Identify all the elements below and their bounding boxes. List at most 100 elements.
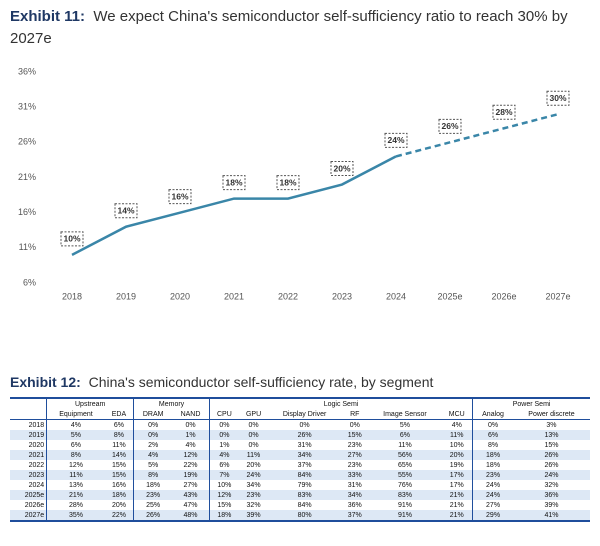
cell: 11% xyxy=(46,470,105,480)
cell: 26% xyxy=(512,450,590,460)
cell: 5% xyxy=(46,430,105,440)
value-label: 18% xyxy=(225,177,242,187)
year-cell: 2018 xyxy=(28,421,45,429)
x-tick-label: 2020 xyxy=(170,291,190,301)
cell: 20% xyxy=(441,450,473,460)
cell: 28% xyxy=(46,500,105,510)
column-header: CPU xyxy=(208,409,239,420)
cell: 39% xyxy=(544,501,559,509)
cell: 0% xyxy=(238,430,269,440)
column-header: Image Sensor xyxy=(368,409,442,420)
exhibit-label: Exhibit 12: xyxy=(10,374,81,390)
cell: 11% xyxy=(238,450,269,460)
cell: 37% xyxy=(297,461,312,469)
cell: 20% xyxy=(246,461,261,469)
x-tick-label: 2025e xyxy=(437,291,462,301)
column-header: Equipment xyxy=(46,409,105,420)
cell: 36% xyxy=(512,490,590,500)
cell: 18% xyxy=(133,480,173,490)
cell: 34% xyxy=(246,481,261,489)
year-cell: 2020 xyxy=(28,441,45,449)
cell: 21% xyxy=(449,501,464,509)
year-cell: 2027e xyxy=(10,510,47,522)
cell: 11% xyxy=(398,441,412,449)
cell: 26% xyxy=(268,430,341,440)
column-header: Analog xyxy=(472,409,513,420)
cell: 8% xyxy=(46,450,105,460)
x-tick-label: 2024 xyxy=(386,291,406,301)
cell: 24% xyxy=(472,490,513,500)
column-header: Power discrete xyxy=(512,409,590,420)
cell: 56% xyxy=(368,450,442,460)
cell: 21% xyxy=(46,490,105,500)
cell: 0% xyxy=(133,419,173,430)
cell: 37% xyxy=(340,510,369,522)
cell: 4% xyxy=(185,441,196,449)
x-tick-label: 2019 xyxy=(116,291,136,301)
value-label-box xyxy=(222,175,246,191)
cell: 65% xyxy=(397,461,412,469)
cell: 5% xyxy=(399,421,411,429)
value-label: 26% xyxy=(441,121,458,131)
cell: 0% xyxy=(472,419,513,430)
cell: 16% xyxy=(111,481,126,489)
group-header: Upstream xyxy=(46,397,134,409)
cell: 19% xyxy=(449,461,464,469)
cell: 6% xyxy=(208,460,239,470)
cell: 27% xyxy=(183,481,198,489)
cell: 0% xyxy=(208,430,239,440)
cell: 91% xyxy=(368,510,442,522)
cell: 12% xyxy=(172,450,210,460)
value-label-box xyxy=(168,189,192,205)
cell: 22% xyxy=(104,510,134,522)
y-tick-label: 21% xyxy=(18,172,36,182)
value-label: 30% xyxy=(549,93,566,103)
chart-title: We expect China's semiconductor self-suf… xyxy=(10,8,568,47)
cell: 27% xyxy=(472,500,513,510)
y-tick-label: 11% xyxy=(19,242,36,252)
cell: 76% xyxy=(397,481,412,489)
cell: 15% xyxy=(111,461,126,469)
cell: 31% xyxy=(347,481,362,489)
value-label-box xyxy=(438,118,462,134)
cell: 11% xyxy=(441,430,473,440)
value-label: 28% xyxy=(495,107,512,117)
cell: 4% xyxy=(133,450,173,460)
cell: 4% xyxy=(208,450,239,460)
cell: 43% xyxy=(172,490,210,500)
cell: 2% xyxy=(133,440,173,450)
forecast-line xyxy=(395,112,559,158)
cell: 8% xyxy=(472,440,513,450)
cell: 5% xyxy=(133,460,173,470)
cell: 21% xyxy=(441,510,473,522)
value-label-box xyxy=(492,104,516,120)
cell: 8% xyxy=(104,430,134,440)
column-header: DRAM xyxy=(133,409,173,420)
table-row: 2018 4% 6% 0% 0% 0% 0% 0% 0% 5% 4% 0% 3% xyxy=(10,419,590,430)
cell: 18% xyxy=(472,460,513,470)
column-header-row: Equipment EDA DRAM NAND CPU GPU Display Driver… xyxy=(10,409,590,420)
cell: 25% xyxy=(133,500,173,510)
value-label-box xyxy=(330,161,354,177)
cell: 0% xyxy=(133,430,173,440)
cell: 22% xyxy=(183,461,198,469)
value-label: 20% xyxy=(333,163,350,173)
cell: 32% xyxy=(544,481,559,489)
corner xyxy=(10,409,47,420)
value-label-box xyxy=(60,231,84,247)
chart: 6% 11% 16% 21% 26% 31% 36% 2018 2019 2020 2021 2022… xyxy=(18,66,571,301)
cell: 33% xyxy=(340,470,369,480)
cell: 80% xyxy=(268,510,341,522)
column-header: RF xyxy=(340,409,369,420)
value-label-box xyxy=(384,132,408,148)
cell: 0% xyxy=(248,441,259,449)
cell: 0% xyxy=(185,421,196,429)
value-label: 14% xyxy=(117,205,134,215)
cell: 15% xyxy=(208,500,239,510)
cell: 13% xyxy=(512,430,590,440)
cell: 23% xyxy=(133,490,173,500)
value-label: 10% xyxy=(63,234,80,244)
cell: 36% xyxy=(347,501,362,509)
cell: 84% xyxy=(297,501,312,509)
